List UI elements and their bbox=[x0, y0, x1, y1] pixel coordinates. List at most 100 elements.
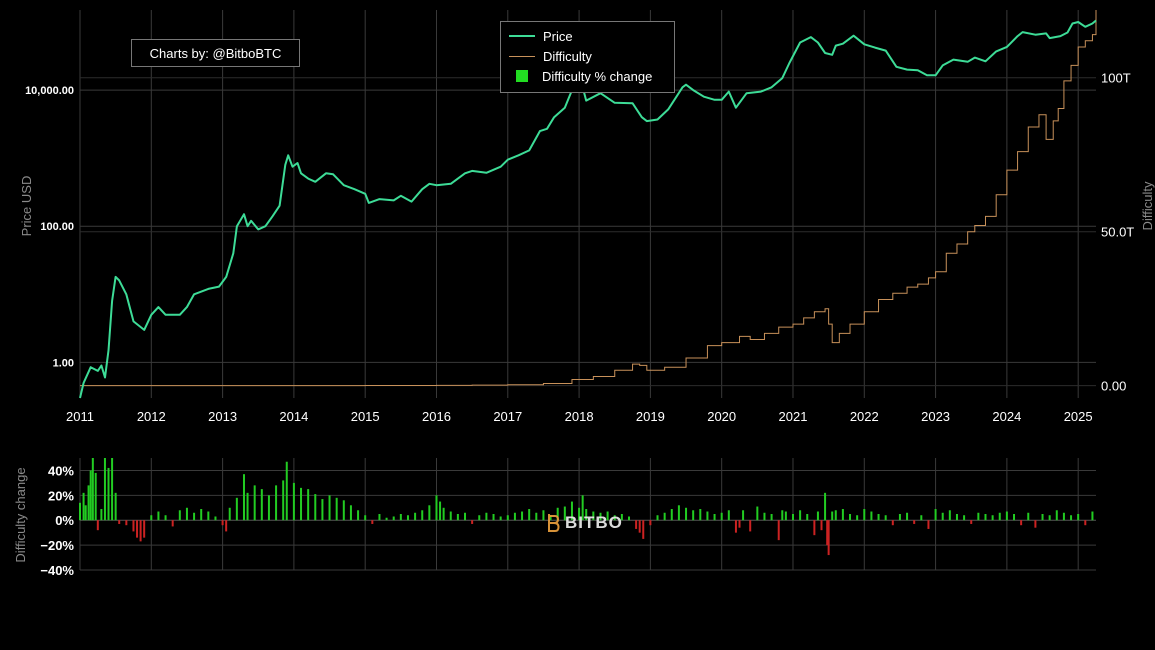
legend-item-difficulty[interactable]: Difficulty bbox=[509, 46, 674, 66]
sub-y-axis-title: Difficulty change bbox=[13, 467, 28, 562]
difficulty-change-bar bbox=[87, 485, 90, 521]
difficulty-change-bar bbox=[827, 520, 830, 556]
difficulty-change-bar bbox=[599, 512, 602, 521]
difficulty-change-bar bbox=[428, 505, 431, 521]
legend-item-price[interactable]: Price bbox=[509, 26, 674, 46]
difficulty-change-bar bbox=[91, 458, 94, 521]
x-tick-label: 2020 bbox=[707, 409, 736, 424]
difficulty-change-bar bbox=[89, 470, 92, 521]
difficulty-change-bar bbox=[235, 497, 238, 521]
difficulty-change-bar bbox=[777, 520, 780, 541]
difficulty-change-bar bbox=[464, 512, 467, 521]
legend-label-difficulty: Difficulty bbox=[543, 48, 592, 64]
x-tick-label: 2023 bbox=[921, 409, 950, 424]
x-tick-label: 2019 bbox=[636, 409, 665, 424]
difficulty-change-bar bbox=[492, 514, 495, 521]
difficulty-change-bar bbox=[606, 511, 609, 521]
difficulty-change-bar bbox=[300, 487, 303, 521]
difficulty-change-bar bbox=[784, 511, 787, 521]
difficulty-change-bar bbox=[963, 515, 966, 521]
difficulty-change-bar bbox=[143, 520, 146, 538]
difficulty-change-bar bbox=[193, 512, 196, 521]
difficulty-change-bar bbox=[884, 515, 887, 521]
difficulty-change-bar bbox=[242, 474, 245, 521]
legend: Price Difficulty Difficulty % change bbox=[500, 21, 675, 93]
difficulty-change-bar bbox=[670, 509, 673, 521]
difficulty-change-bar bbox=[1005, 511, 1008, 521]
sub-y-tick-label: −20% bbox=[40, 538, 74, 553]
y-left-axis-title: Price USD bbox=[19, 176, 34, 237]
difficulty-change-bar bbox=[132, 520, 135, 532]
y-right-tick-label: 0.00 bbox=[1101, 379, 1126, 394]
difficulty-change-bar bbox=[485, 512, 488, 521]
difficulty-change-bar bbox=[542, 510, 545, 521]
x-tick-label: 2022 bbox=[850, 409, 879, 424]
difficulty-change-bar bbox=[513, 512, 516, 521]
difficulty-change-bar bbox=[378, 514, 381, 521]
difficulty-change-bar bbox=[948, 510, 951, 521]
difficulty-change-bar bbox=[328, 495, 331, 521]
difficulty-change-bar bbox=[1062, 512, 1065, 521]
difficulty-change-bar bbox=[456, 514, 459, 521]
difficulty-change-bar bbox=[185, 507, 188, 521]
difficulty-change-bar bbox=[292, 482, 295, 521]
difficulty-change-bar bbox=[742, 510, 745, 521]
difficulty-change-bar bbox=[107, 467, 110, 521]
difficulty-change-bar bbox=[335, 497, 338, 521]
x-tick-label: 2014 bbox=[279, 409, 308, 424]
difficulty-change-bar bbox=[841, 509, 844, 521]
y-left-tick-label: 1.00 bbox=[53, 357, 74, 369]
difficulty-change-bar bbox=[898, 514, 901, 521]
difficulty-change-bar bbox=[549, 515, 552, 521]
y-right-axis-title: Difficulty bbox=[1140, 181, 1155, 230]
legend-swatch-difficulty bbox=[509, 55, 535, 57]
difficulty-change-bar bbox=[449, 511, 452, 521]
x-tick-label: 2015 bbox=[351, 409, 380, 424]
difficulty-change-bar bbox=[863, 509, 866, 521]
difficulty-change-bar bbox=[770, 514, 773, 521]
difficulty-change-bar bbox=[371, 520, 374, 524]
difficulty-change-bar bbox=[970, 520, 973, 524]
difficulty-change-bar bbox=[763, 512, 766, 521]
difficulty-change-bar bbox=[1020, 520, 1023, 526]
difficulty-change-bar bbox=[849, 514, 852, 521]
difficulty-change-bar bbox=[521, 511, 524, 521]
y-right-tick-label: 50.0T bbox=[1101, 225, 1134, 240]
x-tick-label: 2013 bbox=[208, 409, 237, 424]
difficulty-change-bar bbox=[906, 512, 909, 521]
difficulty-change-bar bbox=[613, 515, 616, 521]
difficulty-change-bar bbox=[824, 492, 827, 521]
difficulty-change-bar bbox=[563, 506, 566, 521]
difficulty-change-bar bbox=[164, 515, 167, 521]
legend-item-difficulty-change[interactable]: Difficulty % change bbox=[509, 66, 674, 86]
x-tick-label: 2025 bbox=[1064, 409, 1093, 424]
legend-label-price: Price bbox=[543, 28, 573, 44]
difficulty-change-bar bbox=[620, 514, 623, 521]
difficulty-change-bar bbox=[84, 505, 87, 521]
x-tick-label: 2016 bbox=[422, 409, 451, 424]
difficulty-change-bar bbox=[834, 510, 837, 521]
difficulty-change-bar bbox=[934, 509, 937, 521]
difficulty-change-bar bbox=[1027, 512, 1030, 521]
difficulty-change-bar bbox=[984, 514, 987, 521]
difficulty-change-bar bbox=[856, 515, 859, 521]
difficulty-change-bar bbox=[228, 507, 231, 521]
difficulty-change-bar bbox=[877, 514, 880, 521]
difficulty-change-bar bbox=[578, 507, 581, 521]
difficulty-change-bar bbox=[1091, 511, 1094, 521]
difficulty-change-bar bbox=[214, 516, 217, 521]
difficulty-change-bar bbox=[677, 505, 680, 521]
x-tick-label: 2021 bbox=[779, 409, 808, 424]
difficulty-change-bar bbox=[656, 515, 659, 521]
difficulty-change-bar bbox=[499, 516, 502, 521]
difficulty-change-bar bbox=[1055, 510, 1058, 521]
difficulty-change-bar bbox=[738, 520, 741, 528]
bitbo-logo-icon bbox=[548, 514, 560, 532]
difficulty-change-bar bbox=[1077, 514, 1080, 521]
difficulty-change-bar bbox=[207, 511, 210, 521]
difficulty-change-bar bbox=[826, 520, 829, 546]
difficulty-change-bar bbox=[891, 520, 894, 526]
difficulty-change-bar bbox=[118, 520, 121, 524]
difficulty-change-bar bbox=[913, 520, 916, 524]
